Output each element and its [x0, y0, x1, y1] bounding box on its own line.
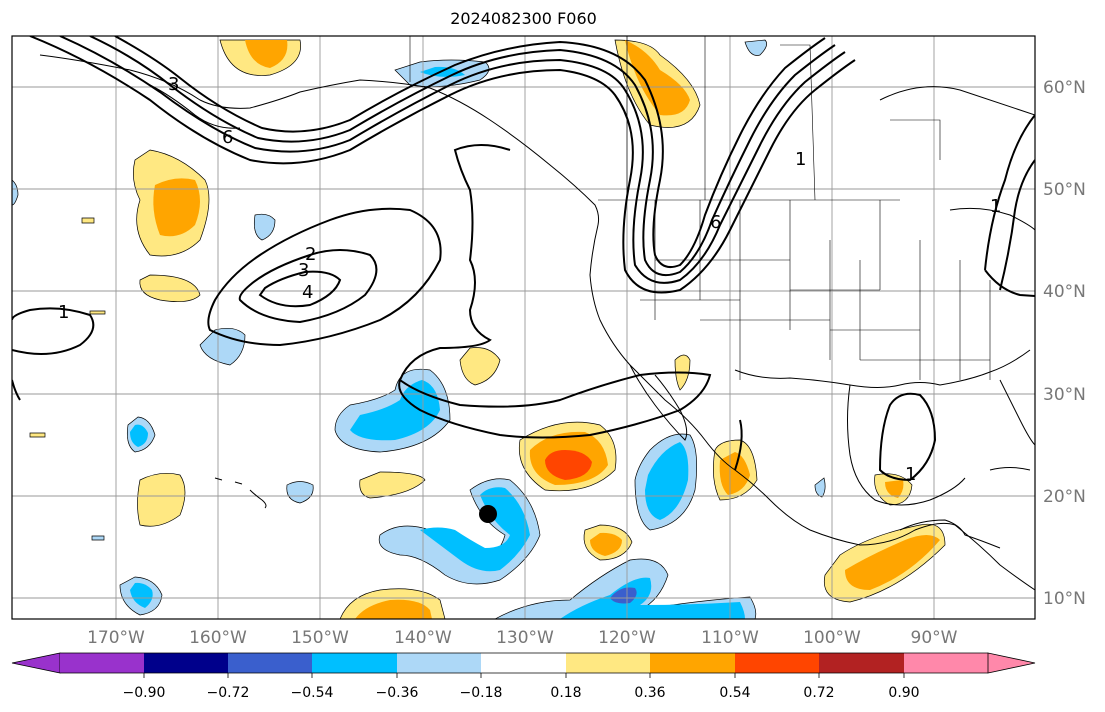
colorbar: [11, 652, 1036, 678]
orange-anomaly-fills: [153, 40, 940, 619]
lon-label: 170°W: [87, 628, 145, 648]
lon-label: 100°W: [803, 628, 861, 648]
colorbar-segment: [397, 653, 481, 673]
colorbar-tick-label: 0.36: [634, 685, 665, 701]
lat-label: 40°N: [1043, 282, 1086, 302]
dark-blue-anomaly-fills: [610, 587, 637, 604]
lat-label: 10°N: [1043, 589, 1086, 609]
colorbar-tick-label: 0.90: [888, 685, 919, 701]
colorbar-segment: [144, 653, 228, 673]
contour-label: 1: [990, 196, 1001, 217]
colorbar-tick-label: −0.72: [207, 685, 250, 701]
colorbar-tick-label: −0.18: [460, 685, 503, 701]
colorbar-tick-label: 0.54: [719, 685, 750, 701]
colorbar-segment: [650, 653, 735, 673]
red-anomaly-fills: [545, 450, 592, 480]
contour-label: 3: [168, 74, 179, 95]
lon-label: 150°W: [291, 628, 349, 648]
lon-label: 110°W: [701, 628, 759, 648]
colorbar-tick-label: −0.90: [123, 685, 166, 701]
colorbar-segment: [819, 653, 904, 673]
contour-label: 1: [58, 302, 69, 323]
political-borders: [409, 36, 991, 380]
lon-label: 90°W: [911, 628, 958, 648]
lon-label: 130°W: [496, 628, 554, 648]
contour-label: 1: [905, 464, 916, 485]
contour-label: 1: [795, 149, 806, 170]
contour-label: 3: [298, 260, 309, 281]
colorbar-segment: [735, 653, 819, 673]
colorbar-segment: [228, 653, 312, 673]
lat-label: 30°N: [1043, 385, 1086, 405]
lon-label: 160°W: [189, 628, 247, 648]
colorbar-segment: [60, 653, 144, 673]
contour-label: 6: [710, 212, 721, 233]
lon-label: 140°W: [394, 628, 452, 648]
blue-anomaly-fills: [130, 66, 745, 619]
colorbar-tick-label: 0.18: [550, 685, 581, 701]
colorbar-tick-label: 0.72: [803, 685, 834, 701]
contour-label: 4: [302, 282, 313, 303]
storm-position-marker: [479, 505, 497, 523]
colorbar-segment: [566, 653, 650, 673]
lat-label: 20°N: [1043, 487, 1086, 507]
contour-label: 2: [305, 244, 316, 265]
coastlines: [39, 54, 1035, 591]
colorbar-segment: [481, 653, 566, 673]
lat-label: 60°N: [1043, 78, 1086, 98]
map-frame: [11, 35, 1036, 620]
colorbar-segment: [904, 653, 988, 673]
colorbar-extend-left: [11, 652, 61, 674]
contour-lines: [12, 36, 1035, 482]
map-title: 2024082300 F060: [450, 9, 597, 28]
colorbar-segment: [312, 653, 397, 673]
positive-anomaly-fills: [29, 39, 946, 619]
colorbar-tick-label: −0.54: [291, 685, 334, 701]
graticule: [12, 36, 1035, 619]
contour-label: 6: [222, 127, 233, 148]
colorbar-extend-right: [987, 652, 1036, 674]
lat-label: 50°N: [1043, 180, 1086, 200]
colorbar-tick-label: −0.36: [376, 685, 419, 701]
negative-anomaly-fills: [12, 39, 826, 619]
lon-label: 120°W: [598, 628, 656, 648]
